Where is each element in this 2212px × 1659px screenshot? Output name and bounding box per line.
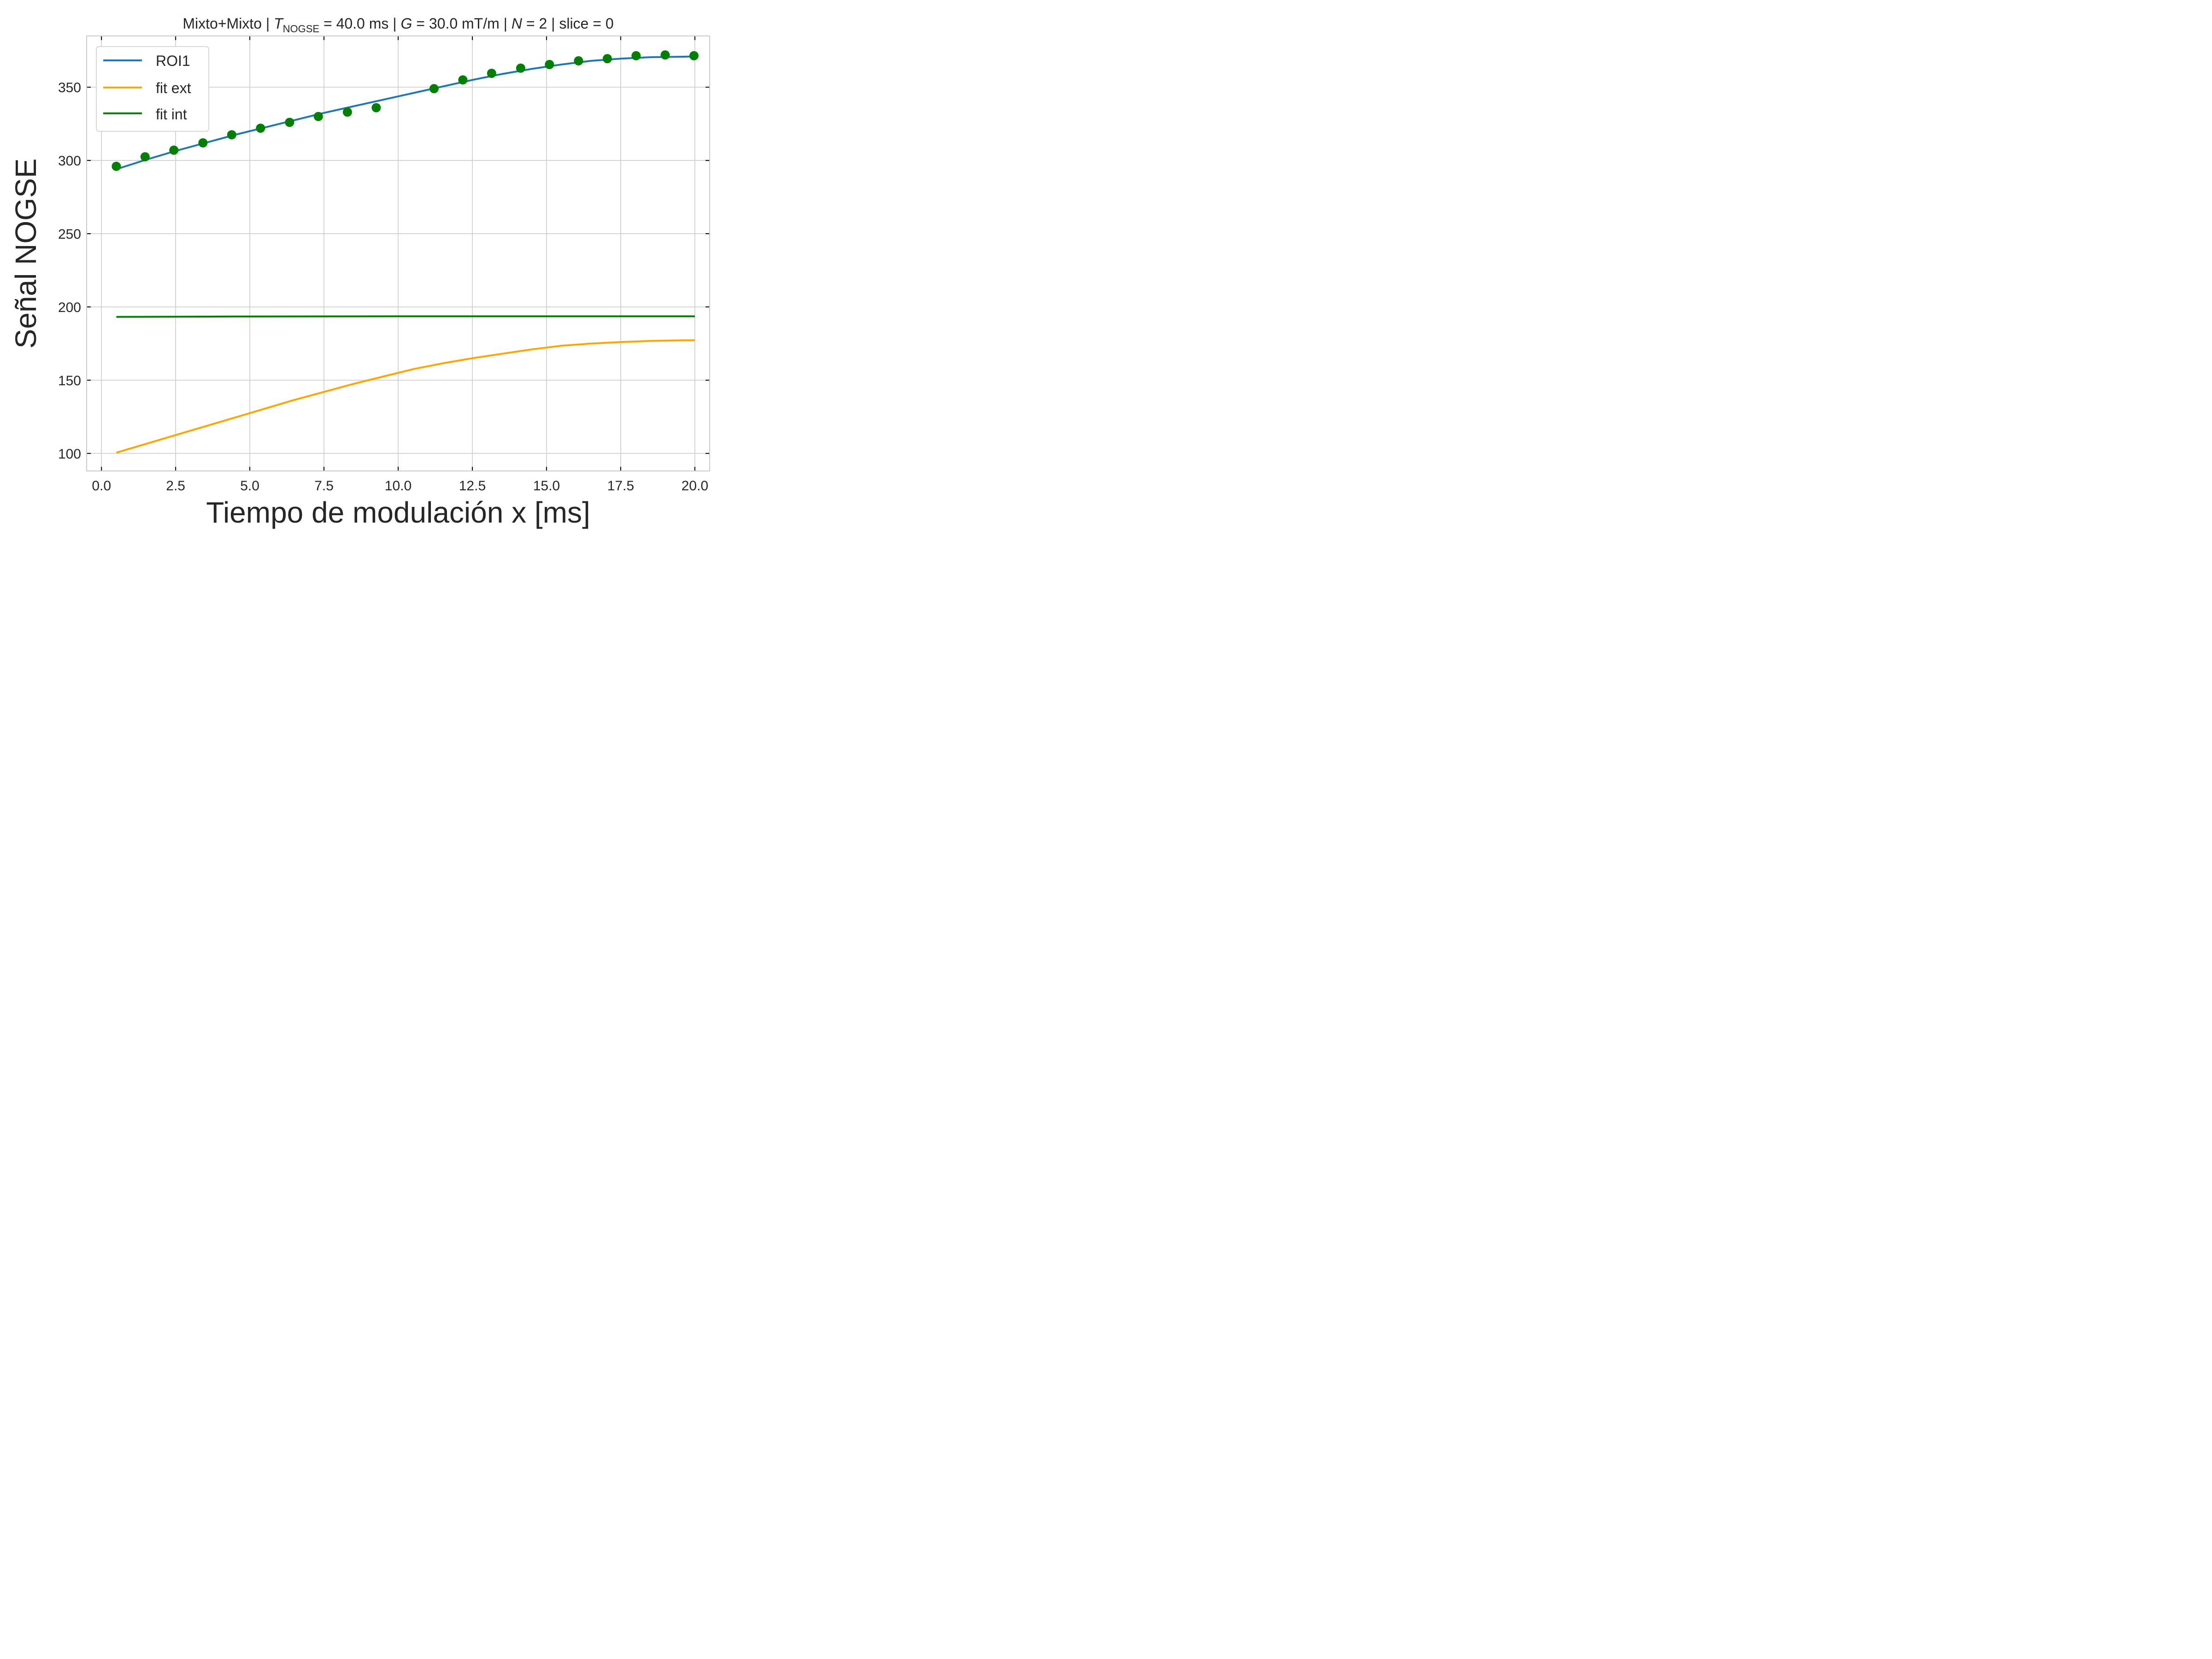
data-point xyxy=(429,84,439,94)
x-axis-label: Tiempo de modulación x [ms] xyxy=(206,496,590,529)
legend-label-fit-int: fit int xyxy=(156,106,187,123)
data-point xyxy=(256,124,265,133)
title-n-symbol: N xyxy=(512,15,523,32)
data-point xyxy=(371,103,381,112)
x-tick-label: 12.5 xyxy=(459,478,486,494)
title-n-value: = 2 | slice = 0 xyxy=(522,15,614,32)
y-tick-label: 200 xyxy=(58,300,81,315)
series-line-fit-ext xyxy=(116,339,695,454)
title-g-symbol: G xyxy=(400,15,412,32)
axis-ticks: 0.0 2.5 5.0 7.5 10.0 12.5 15.0 17.5 20.0 100 150 20… xyxy=(58,36,710,494)
data-point xyxy=(285,118,294,127)
data-point xyxy=(458,75,468,85)
grid xyxy=(87,36,710,471)
y-tick-label: 150 xyxy=(58,373,81,388)
x-tick-label: 10.0 xyxy=(385,478,412,494)
data-point xyxy=(140,152,150,162)
y-axis-label: Señal NOGSE xyxy=(9,159,42,349)
x-tick-label: 2.5 xyxy=(166,478,185,494)
plot-frame xyxy=(86,35,710,471)
data-point xyxy=(227,130,236,140)
series xyxy=(112,50,699,454)
chart: 0.0 2.5 5.0 7.5 10.0 12.5 15.0 17.5 20.0 100 150 20… xyxy=(0,0,722,540)
x-tick-label: 17.5 xyxy=(607,478,634,494)
x-tick-label: 7.5 xyxy=(314,478,334,494)
data-point xyxy=(313,112,323,121)
data-point xyxy=(198,138,208,147)
data-point xyxy=(660,50,670,60)
title-prefix: Mixto+Mixto | xyxy=(182,15,274,32)
legend: ROI1 fit ext fit int xyxy=(96,46,209,132)
data-point xyxy=(545,60,554,69)
legend-label-fit-ext: fit ext xyxy=(156,80,191,96)
y-tick-label: 300 xyxy=(58,153,81,169)
x-tick-label: 20.0 xyxy=(682,478,708,494)
x-tick-label: 15.0 xyxy=(533,478,560,494)
data-point xyxy=(169,145,179,155)
legend-label-roi1: ROI1 xyxy=(156,53,190,69)
data-point xyxy=(342,107,352,117)
y-tick-label: 250 xyxy=(58,227,81,242)
title-t-symbol: T xyxy=(274,15,284,32)
data-point xyxy=(112,161,121,171)
legend-box xyxy=(96,46,209,132)
y-tick-label: 350 xyxy=(58,80,81,95)
data-point xyxy=(631,51,641,60)
x-tick-label: 0.0 xyxy=(92,478,111,494)
chart-title: Mixto+Mixto | TNOGSE = 40.0 ms | G = 30.… xyxy=(182,15,613,35)
x-tick-label: 5.0 xyxy=(240,478,259,494)
title-g-value: = 30.0 mT/m | xyxy=(412,15,511,32)
data-point xyxy=(574,56,583,65)
title-t-subscript: NOGSE xyxy=(283,23,319,35)
y-tick-label: 100 xyxy=(58,447,81,462)
series-line-fit-int xyxy=(116,315,695,318)
data-point xyxy=(516,63,525,73)
data-point xyxy=(487,69,496,78)
data-point xyxy=(602,54,612,64)
data-point xyxy=(689,51,699,60)
title-t-value: = 40.0 ms | xyxy=(319,15,400,32)
